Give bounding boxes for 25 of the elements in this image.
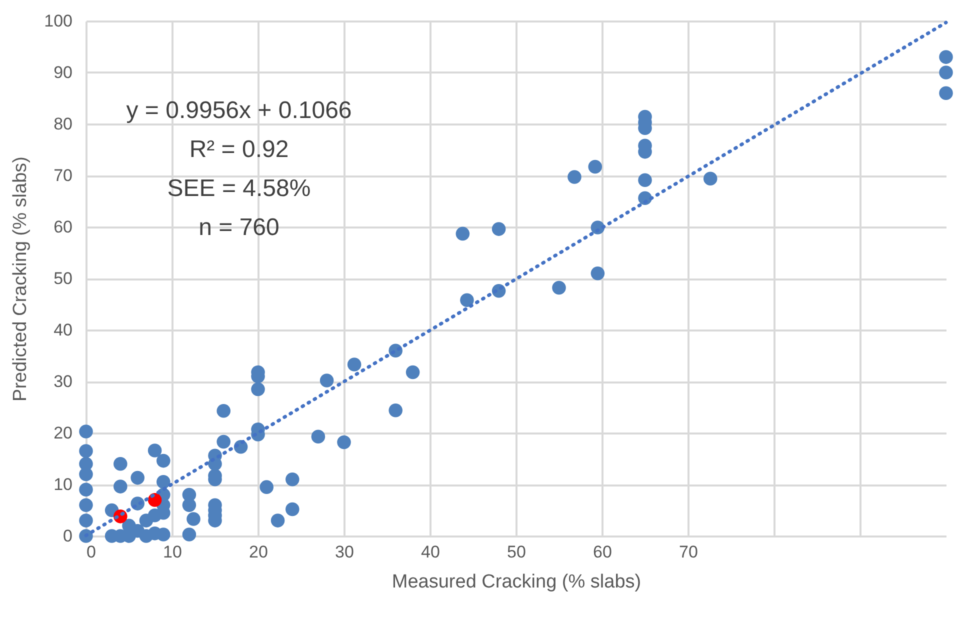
x-tick-label: 40: [421, 542, 440, 562]
x-axis-title: Measured Cracking (% slabs): [392, 572, 642, 592]
y-tick-label: 0: [63, 526, 72, 546]
y-tick-label: 60: [54, 218, 72, 236]
y-tick-label: 50: [54, 269, 72, 288]
y-tick-label: 40: [54, 320, 72, 340]
x-tick-label: 10: [163, 542, 182, 562]
x-tick-label: 0: [86, 542, 96, 562]
x-tick-label: 70: [679, 542, 698, 562]
y-tick-label: 90: [54, 63, 72, 82]
annotation: y = 0.9956x + 0.1066: [126, 97, 352, 124]
y-tick-label: 20: [54, 424, 72, 442]
y-tick-label: 80: [54, 114, 72, 134]
y-axis-title: Predicted Cracking (% slabs): [10, 156, 32, 402]
annotation: SEE = 4.58%: [167, 175, 311, 202]
y-tick-label: 70: [54, 166, 72, 185]
annotation: R² = 0.92: [189, 136, 289, 163]
x-tick-label: 50: [507, 542, 526, 562]
annotation: n = 760: [198, 214, 280, 241]
y-tick-label: 30: [54, 372, 72, 391]
y-tick-label: 100: [44, 12, 72, 30]
x-tick-label: 20: [249, 542, 268, 562]
x-tick-label: 30: [335, 542, 354, 562]
x-tick-label: 60: [593, 542, 612, 562]
y-tick-label: 10: [54, 475, 72, 494]
